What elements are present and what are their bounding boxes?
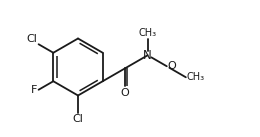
Text: CH₃: CH₃ [139,28,157,38]
Text: F: F [31,85,38,95]
Text: Cl: Cl [73,113,83,123]
Text: O: O [121,88,129,98]
Text: Cl: Cl [27,34,38,44]
Text: CH₃: CH₃ [187,72,205,82]
Text: O: O [168,61,177,71]
Text: N: N [143,49,152,62]
